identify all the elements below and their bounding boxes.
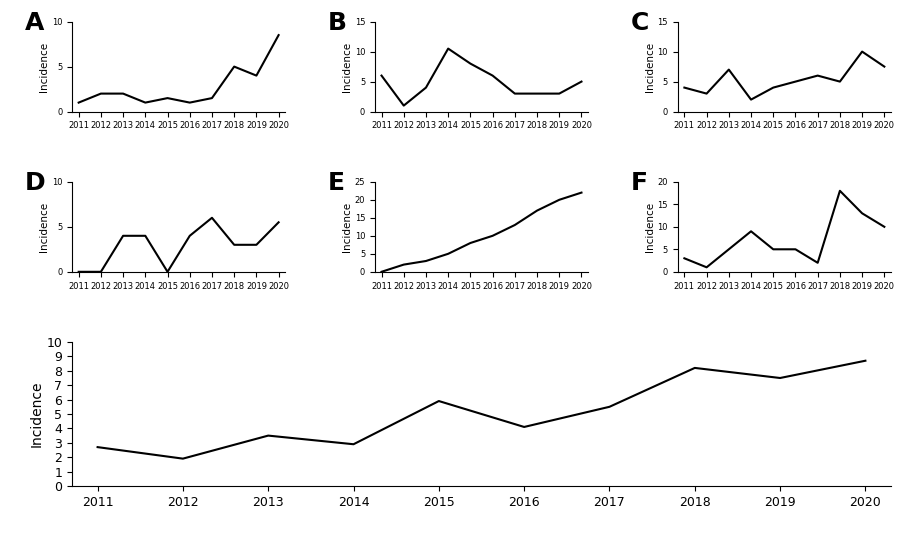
Text: C: C (631, 11, 649, 35)
Text: D: D (25, 171, 46, 195)
Y-axis label: Incidence: Incidence (342, 202, 352, 252)
Text: F: F (631, 171, 648, 195)
Y-axis label: Incidence: Incidence (644, 202, 654, 252)
Y-axis label: Incidence: Incidence (30, 381, 43, 447)
Y-axis label: Incidence: Incidence (644, 42, 654, 92)
Text: B: B (328, 11, 346, 35)
Text: E: E (328, 171, 345, 195)
Y-axis label: Incidence: Incidence (39, 202, 49, 252)
Y-axis label: Incidence: Incidence (342, 42, 352, 92)
Text: A: A (25, 11, 44, 35)
Y-axis label: Incidence: Incidence (39, 42, 49, 92)
